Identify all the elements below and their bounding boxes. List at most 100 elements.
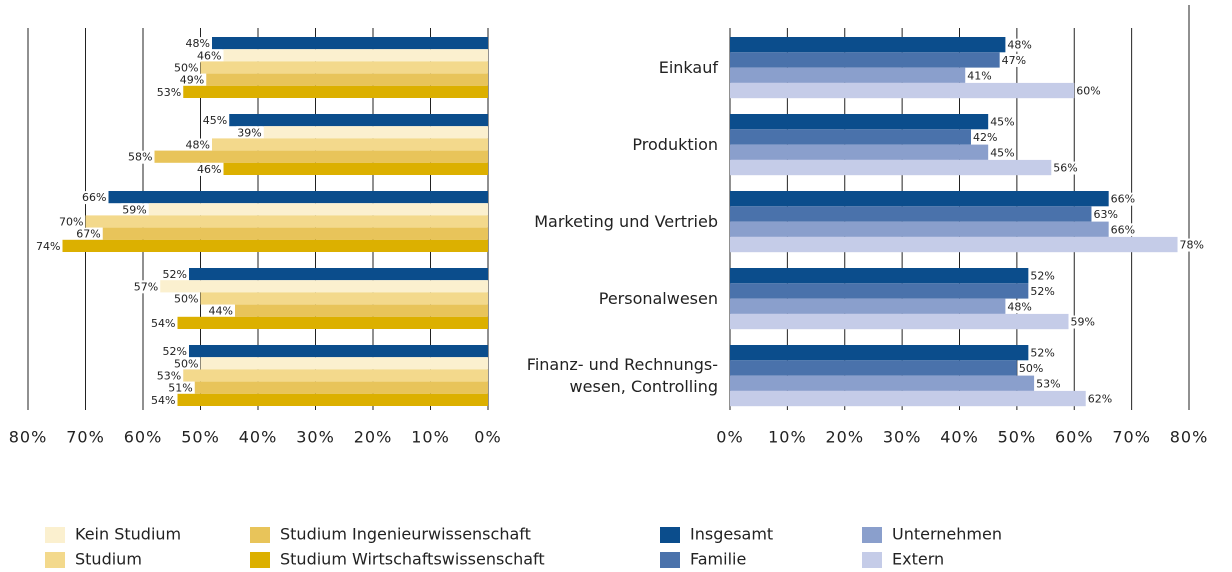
data-label: 74% bbox=[36, 240, 60, 253]
bar bbox=[160, 280, 488, 293]
legend-label: Kein Studium bbox=[75, 525, 181, 544]
legend-swatch bbox=[862, 527, 882, 543]
label-bg bbox=[173, 292, 200, 306]
bar bbox=[730, 298, 1006, 314]
x-tick-label: 20% bbox=[354, 428, 393, 447]
x-tick-label: 40% bbox=[239, 428, 278, 447]
label-bg bbox=[81, 191, 108, 205]
data-label: 53% bbox=[1036, 377, 1060, 390]
legend-swatch bbox=[45, 527, 65, 543]
label-bg bbox=[966, 69, 993, 83]
label-bg bbox=[173, 357, 200, 371]
label-bg bbox=[1006, 38, 1033, 52]
label-bg bbox=[1069, 315, 1096, 329]
bar bbox=[212, 138, 488, 151]
bar bbox=[730, 375, 1035, 391]
label-bg bbox=[184, 138, 211, 152]
label-bg bbox=[989, 146, 1016, 160]
data-label: 39% bbox=[237, 126, 261, 139]
label-bg bbox=[1075, 84, 1102, 98]
bar bbox=[730, 52, 1000, 68]
category-label: Produktion bbox=[632, 134, 718, 154]
data-label: 54% bbox=[151, 394, 175, 407]
label-bg bbox=[161, 345, 188, 359]
bar bbox=[235, 304, 488, 317]
bar bbox=[206, 73, 488, 86]
data-label: 59% bbox=[1071, 316, 1095, 329]
bar bbox=[730, 37, 1006, 53]
label-bg bbox=[1029, 346, 1056, 360]
bar bbox=[148, 203, 488, 216]
x-tick-label: 70% bbox=[1112, 428, 1151, 447]
bar bbox=[730, 129, 971, 145]
data-label: 53% bbox=[157, 370, 181, 383]
label-bg bbox=[1029, 284, 1056, 298]
bar bbox=[730, 114, 989, 130]
label-bg bbox=[184, 37, 211, 51]
bar bbox=[730, 159, 1052, 176]
label-bg bbox=[58, 215, 85, 229]
label-bg bbox=[1052, 161, 1079, 175]
legend-label: Studium Ingenieurwissenschaft bbox=[280, 525, 531, 544]
label-bg bbox=[236, 126, 263, 140]
x-tick-label: 0% bbox=[474, 428, 501, 447]
bar bbox=[263, 126, 488, 139]
category-label: Marketing und Vertrieb bbox=[534, 211, 718, 231]
data-label: 51% bbox=[168, 382, 192, 395]
bar bbox=[85, 215, 488, 228]
data-label: 50% bbox=[174, 357, 198, 370]
data-label: 52% bbox=[1030, 285, 1054, 298]
bar bbox=[730, 67, 966, 83]
data-label: 54% bbox=[151, 317, 175, 330]
x-tick-label: 50% bbox=[181, 428, 220, 447]
label-bg bbox=[196, 162, 223, 176]
data-label: 66% bbox=[1111, 223, 1135, 236]
bar bbox=[229, 114, 488, 127]
legend-swatch bbox=[660, 527, 680, 543]
legend-swatch bbox=[45, 552, 65, 568]
data-label: 67% bbox=[76, 228, 100, 241]
category-label: Personalwesen bbox=[598, 288, 718, 308]
label-bg bbox=[173, 61, 200, 75]
bar bbox=[730, 191, 1109, 207]
label-bg bbox=[1178, 238, 1205, 252]
bar bbox=[62, 239, 488, 252]
x-tick-label: 30% bbox=[883, 428, 922, 447]
label-bg bbox=[155, 85, 183, 99]
bar bbox=[200, 357, 488, 370]
label-bg bbox=[1006, 300, 1033, 314]
bar bbox=[154, 150, 488, 163]
bar bbox=[200, 61, 488, 74]
legend-label: Familie bbox=[690, 550, 746, 569]
data-label: 50% bbox=[174, 62, 198, 75]
data-label: 48% bbox=[1007, 39, 1031, 52]
label-bg bbox=[1017, 361, 1045, 375]
label-bg bbox=[207, 304, 234, 318]
data-label: 46% bbox=[197, 49, 221, 62]
x-tick-label: 70% bbox=[66, 428, 105, 447]
x-tick-label: 60% bbox=[124, 428, 163, 447]
data-label: 52% bbox=[163, 345, 187, 358]
legend-label: Unternehmen bbox=[892, 525, 1002, 544]
bar bbox=[177, 316, 488, 329]
bar bbox=[200, 292, 488, 305]
x-tick-label: 60% bbox=[1055, 428, 1094, 447]
bar bbox=[108, 191, 488, 204]
label-bg bbox=[1035, 377, 1062, 391]
data-label: 62% bbox=[1088, 393, 1112, 406]
data-label: 59% bbox=[122, 203, 146, 216]
data-label: 49% bbox=[180, 74, 204, 87]
bar bbox=[730, 313, 1069, 330]
label-bg bbox=[150, 393, 177, 407]
label-bg bbox=[35, 239, 62, 253]
label-bg bbox=[989, 115, 1016, 129]
label-bg bbox=[971, 130, 999, 144]
label-bg bbox=[196, 49, 223, 63]
bar bbox=[730, 360, 1017, 376]
data-label: 44% bbox=[209, 305, 233, 318]
label-bg bbox=[1086, 392, 1114, 406]
x-tick-label: 80% bbox=[9, 428, 48, 447]
bar bbox=[183, 85, 488, 98]
bar bbox=[730, 221, 1109, 237]
